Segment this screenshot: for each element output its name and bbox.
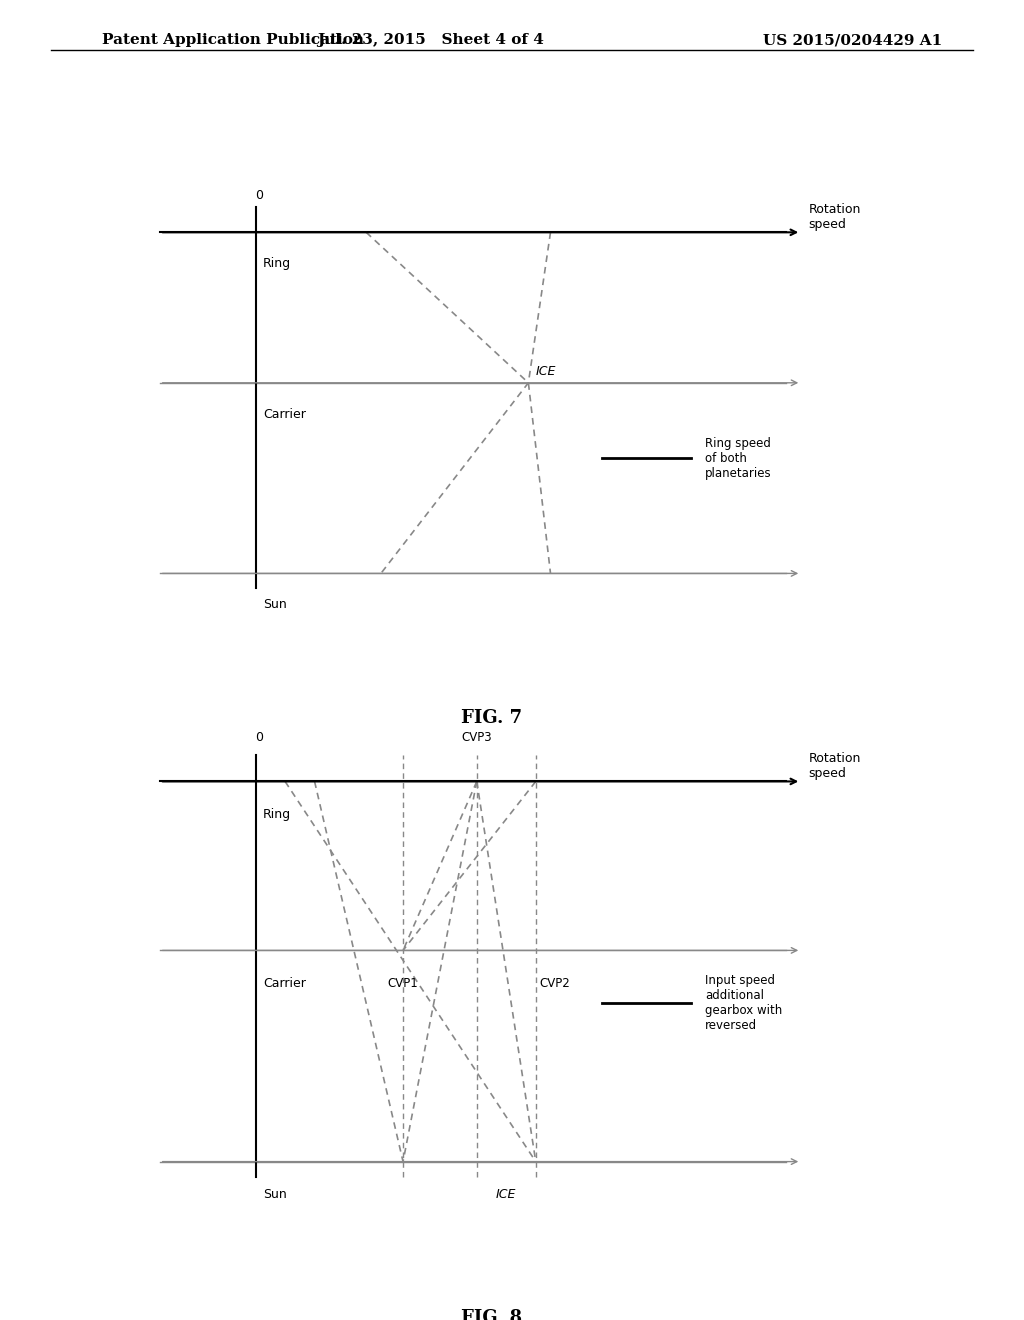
Text: US 2015/0204429 A1: US 2015/0204429 A1 [763,33,942,48]
Text: Ring speed
of both
planetaries: Ring speed of both planetaries [706,437,772,479]
Text: CVP2: CVP2 [540,977,570,990]
Text: 0: 0 [256,731,263,744]
Text: Carrier: Carrier [263,977,306,990]
Text: Rotation
speed: Rotation speed [809,203,861,231]
Text: Input speed
additional
gearbox with
reversed: Input speed additional gearbox with reve… [706,974,782,1032]
Text: 0: 0 [256,189,263,202]
Text: Ring: Ring [263,808,291,821]
Text: CVP1: CVP1 [388,977,419,990]
Text: Ring: Ring [263,257,291,271]
Text: Rotation
speed: Rotation speed [809,751,861,780]
Text: FIG. 7: FIG. 7 [461,709,522,727]
Text: ICE: ICE [536,364,556,378]
Text: FIG. 8: FIG. 8 [461,1309,522,1320]
Text: CVP3: CVP3 [462,731,493,744]
Text: Sun: Sun [263,598,287,611]
Text: Patent Application Publication: Patent Application Publication [102,33,365,48]
Text: ICE: ICE [496,1188,516,1201]
Text: Sun: Sun [263,1188,287,1201]
Text: Jul. 23, 2015   Sheet 4 of 4: Jul. 23, 2015 Sheet 4 of 4 [316,33,544,48]
Text: Carrier: Carrier [263,408,306,421]
